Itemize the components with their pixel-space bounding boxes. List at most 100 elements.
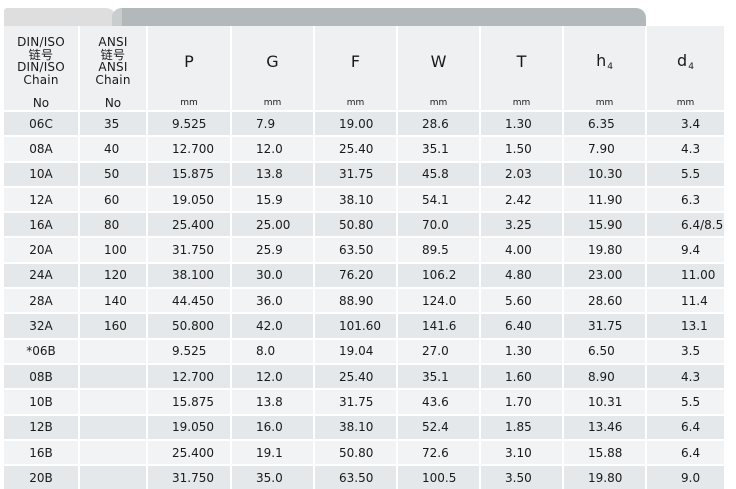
table-cell: 12.700 [148, 362, 232, 389]
table-cell: 6.50 [564, 337, 647, 363]
table-cell: 1.30 [481, 110, 564, 136]
table-cell: 70.0 [398, 211, 481, 237]
table-cell: 25.400 [148, 211, 232, 237]
header-text: ANSI [98, 60, 128, 74]
unit-label: mm [232, 96, 315, 110]
table-cell: 13.8 [232, 388, 315, 414]
unit-label: mm [647, 96, 726, 110]
header-din-no-line: No [4, 96, 80, 110]
table-cell: 19.050 [148, 185, 232, 212]
table-cell: 6.4 [647, 413, 726, 439]
table-cell: 28.60 [564, 287, 647, 313]
table-cell: 36.0 [232, 287, 315, 313]
table-cell: 1.85 [481, 413, 564, 439]
table-cell: 1.30 [481, 337, 564, 363]
table-cell: 101.60 [315, 312, 398, 338]
table-cell: 28.6 [398, 110, 481, 136]
table-row: 20B 31.750 35.0 63.50 100.5 3.50 19.80 9.0 [4, 464, 726, 489]
table-cell: 15.875 [148, 388, 232, 414]
table-cell: 11.4 [647, 287, 726, 313]
table-cell: 141.6 [398, 312, 481, 338]
table-cell: 6.4 [647, 438, 726, 465]
table-cell: 52.4 [398, 413, 481, 439]
table-cell: *06B [4, 337, 80, 363]
table-cell: 40 [80, 135, 148, 161]
header-text: ANSI [98, 35, 128, 49]
header-ansi-no-line: No [80, 96, 148, 110]
table-cell: 106.2 [398, 261, 481, 288]
table-row: 20A 100 31.750 25.9 63.50 89.5 4.00 19.80 9.4 [4, 236, 726, 262]
table-row: 32A 160 50.800 42.0 101.60 141.6 6.40 31.75 13.1 [4, 312, 726, 338]
table-cell: 31.750 [148, 464, 232, 489]
table-cell: 9.4 [647, 236, 726, 262]
header-d4: d4 [647, 26, 726, 96]
table-cell: 4.80 [481, 261, 564, 288]
table-cell: 6.4/8.5 [647, 211, 726, 237]
table-cell [80, 337, 148, 363]
table-cell: 10.31 [564, 388, 647, 414]
table-cell: 1.60 [481, 362, 564, 389]
table-cell: 35.1 [398, 135, 481, 161]
table-cell [80, 413, 148, 439]
table-cell: 20B [4, 464, 80, 489]
table-row: 12A 60 19.050 15.9 38.10 54.1 2.42 11.90 6.3 [4, 185, 726, 212]
table-cell: 50.80 [315, 438, 398, 465]
table-cell: 45.8 [398, 160, 481, 186]
table-cell: 10B [4, 388, 80, 414]
table-cell: 30.0 [232, 261, 315, 288]
table-cell: 25.9 [232, 236, 315, 262]
table-cell: 16.0 [232, 413, 315, 439]
table-cell: 89.5 [398, 236, 481, 262]
table-cell: 42.0 [232, 312, 315, 338]
table-cell: 1.70 [481, 388, 564, 414]
header-text: DIN/ISO [17, 60, 65, 74]
table-row: 28A 140 44.450 36.0 88.90 124.0 5.60 28.60 11.4 [4, 287, 726, 313]
table-cell: 60 [80, 185, 148, 212]
table-cell: 31.750 [148, 236, 232, 262]
table-cell: 6.40 [481, 312, 564, 338]
table-cell: 6.35 [564, 110, 647, 136]
table-cell: 38.10 [315, 185, 398, 212]
table-cell: 16B [4, 438, 80, 465]
table-cell: 28A [4, 287, 80, 313]
table-cell: 15.9 [232, 185, 315, 212]
table-cell: 08B [4, 362, 80, 389]
table-cell [80, 464, 148, 489]
table-cell: 13.8 [232, 160, 315, 186]
table-cell: 38.100 [148, 261, 232, 288]
header-tab-left [4, 8, 116, 28]
table-cell [80, 362, 148, 389]
header-text: DIN/ISO [17, 35, 65, 49]
table-cell: 12B [4, 413, 80, 439]
table-cell: 140 [80, 287, 148, 313]
table-body: 06C 35 9.525 7.9 19.00 28.6 1.30 6.35 3.4 08A 40 12… [4, 110, 726, 489]
header-text: Chain [95, 72, 131, 87]
table-cell: 35 [80, 110, 148, 136]
header-text: 链号 [100, 47, 126, 62]
table-cell: 35.1 [398, 362, 481, 389]
table-cell: 63.50 [315, 236, 398, 262]
table-cell: 15.875 [148, 160, 232, 186]
table-row: 24A 120 38.100 30.0 76.20 106.2 4.80 23.00 11.00 [4, 261, 726, 288]
table-cell: 25.400 [148, 438, 232, 465]
table-cell: 50.80 [315, 211, 398, 237]
table-cell: 43.6 [398, 388, 481, 414]
table-cell: 5.5 [647, 160, 726, 186]
table-cell: 100 [80, 236, 148, 262]
table-cell: 31.75 [564, 312, 647, 338]
table-cell: 12.0 [232, 135, 315, 161]
table-cell: 10A [4, 160, 80, 186]
table-cell: 7.9 [232, 110, 315, 136]
table-cell: 38.10 [315, 413, 398, 439]
header-p: P [148, 26, 232, 96]
table-cell: 4.3 [647, 135, 726, 161]
table-cell: 12.0 [232, 362, 315, 389]
table-cell: 2.42 [481, 185, 564, 212]
table-cell: 120 [80, 261, 148, 288]
table-cell: 31.75 [315, 160, 398, 186]
table-cell: 06C [4, 110, 80, 136]
table-cell: 20A [4, 236, 80, 262]
table-row: 10A 50 15.875 13.8 31.75 45.8 2.03 10.30 5.5 [4, 160, 726, 186]
table-cell: 5.5 [647, 388, 726, 414]
table-cell: 54.1 [398, 185, 481, 212]
